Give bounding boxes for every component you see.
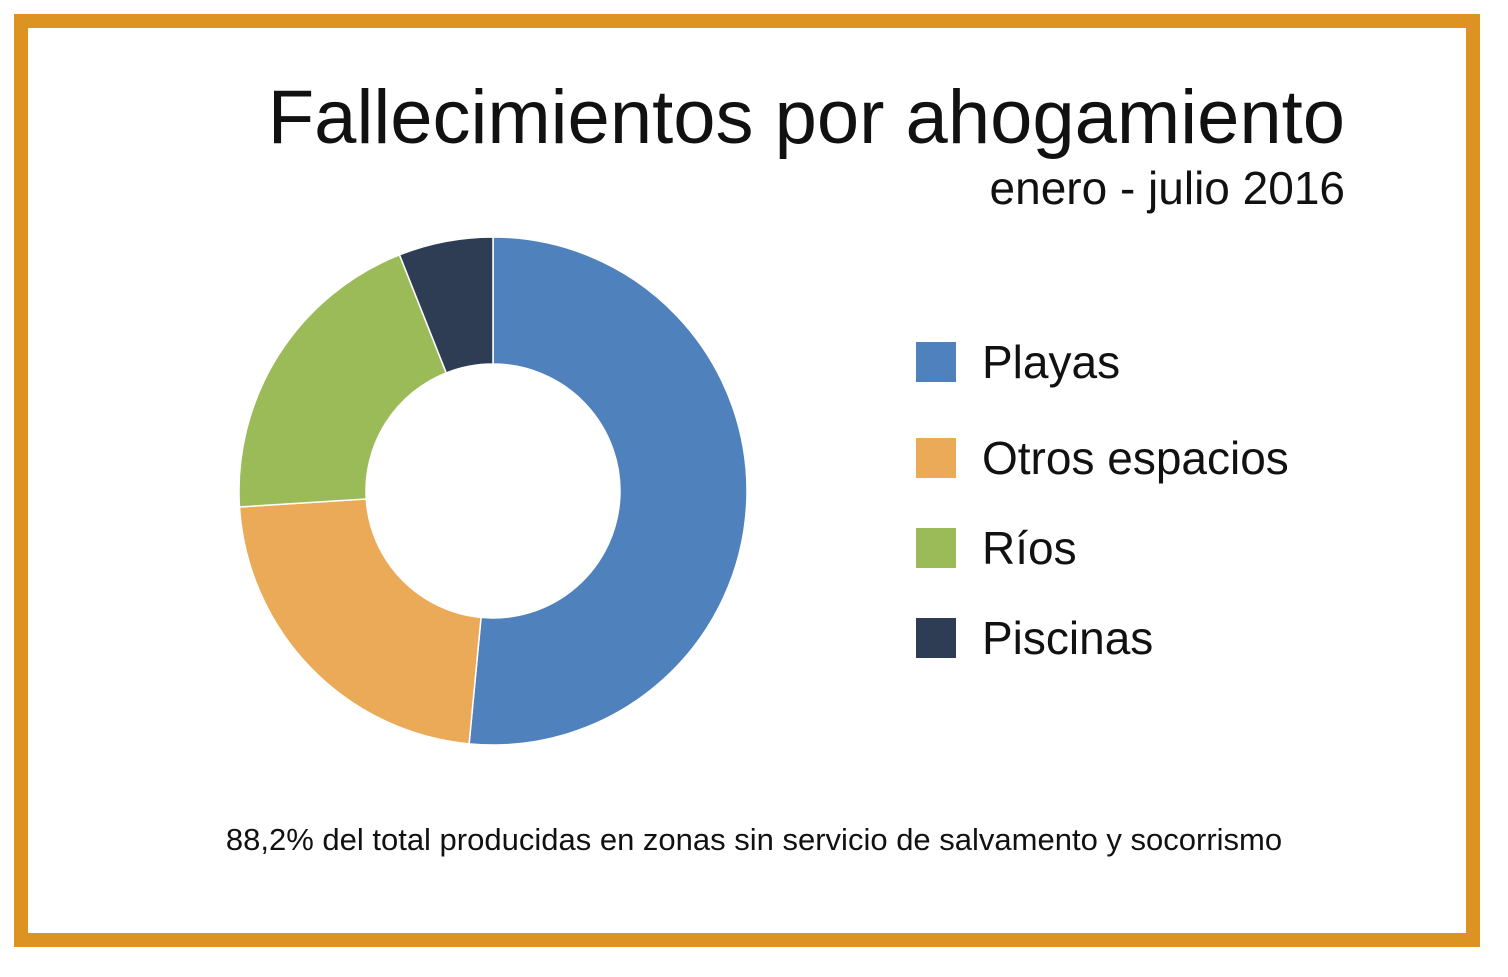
donut-chart xyxy=(238,236,748,746)
legend-swatch-playas xyxy=(916,342,956,382)
legend: Playas Otros espacios Ríos Piscinas xyxy=(916,330,1476,670)
legend-item-piscinas: Piscinas xyxy=(916,608,1153,668)
legend-label-piscinas: Piscinas xyxy=(982,612,1154,664)
legend-item-rios: Ríos xyxy=(916,518,1077,578)
legend-swatch-rios xyxy=(916,528,956,568)
legend-item-playas: Playas xyxy=(916,332,1120,392)
legend-item-otros-espacios: Otros espacios xyxy=(916,428,1289,488)
slice-rios xyxy=(238,253,448,508)
chart-note: 88,2% del total producidas en zonas sin … xyxy=(225,822,1283,857)
chart-subtitle: enero - julio 2016 xyxy=(989,162,1345,214)
slice-otros-espacios xyxy=(238,498,482,745)
slice-piscinas xyxy=(398,236,494,374)
legend-label-rios: Ríos xyxy=(982,522,1077,574)
slice-playas xyxy=(468,236,748,746)
legend-swatch-piscinas xyxy=(916,618,956,658)
legend-swatch-otros-espacios xyxy=(916,438,956,478)
chart-title: Fallecimientos por ahogamiento xyxy=(267,75,1345,160)
legend-label-playas: Playas xyxy=(982,336,1121,388)
legend-label-otros-espacios: Otros espacios xyxy=(982,432,1289,484)
